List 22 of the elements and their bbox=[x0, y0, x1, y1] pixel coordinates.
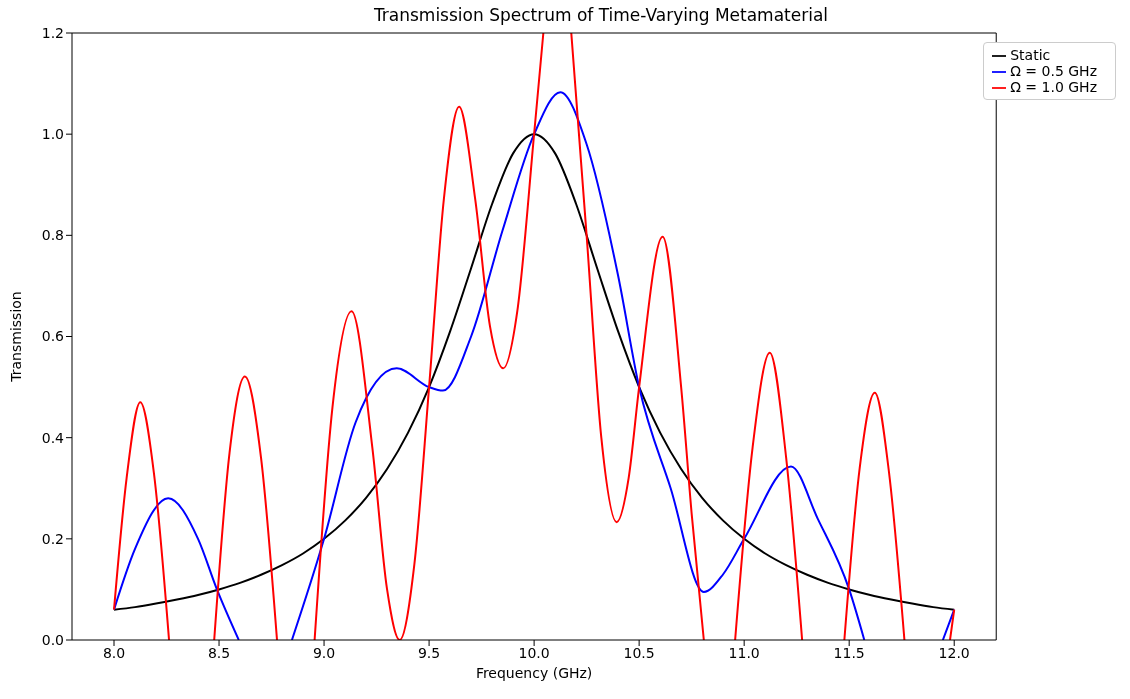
x-tick-label: 9.5 bbox=[417, 644, 441, 661]
x-tick-label: 8.0 bbox=[102, 644, 126, 661]
x-tick-label: 9.0 bbox=[312, 644, 336, 661]
y-tick-label: 0.8 bbox=[41, 227, 64, 244]
chart-title: Transmission Spectrum of Time-Varying Metamaterial bbox=[372, 4, 830, 26]
legend-label: Ω = 1.0 GHz bbox=[1010, 79, 1097, 95]
y-axis-title: Transmission bbox=[7, 291, 24, 383]
y-tick-label: 1.0 bbox=[41, 126, 64, 143]
x-tick-label: 12.0 bbox=[938, 644, 970, 661]
y-tick-label: 0.0 bbox=[41, 631, 64, 648]
x-tick-label: 8.5 bbox=[207, 644, 231, 661]
x-tick-label: 11.0 bbox=[728, 644, 760, 661]
y-tick-label: 0.6 bbox=[41, 328, 65, 345]
y-tick-label: 0.4 bbox=[41, 429, 65, 446]
x-tick-label: 11.5 bbox=[833, 644, 865, 661]
y-tick-label: 1.2 bbox=[41, 24, 64, 41]
legend-label: Static bbox=[1010, 47, 1051, 63]
x-tick-label: 10.0 bbox=[518, 644, 550, 661]
legend-label: Ω = 0.5 GHz bbox=[1010, 63, 1097, 79]
x-axis-title: Frequency (GHz) bbox=[475, 665, 593, 681]
y-tick-label: 0.2 bbox=[41, 530, 64, 547]
x-tick-label: 10.5 bbox=[623, 644, 655, 661]
